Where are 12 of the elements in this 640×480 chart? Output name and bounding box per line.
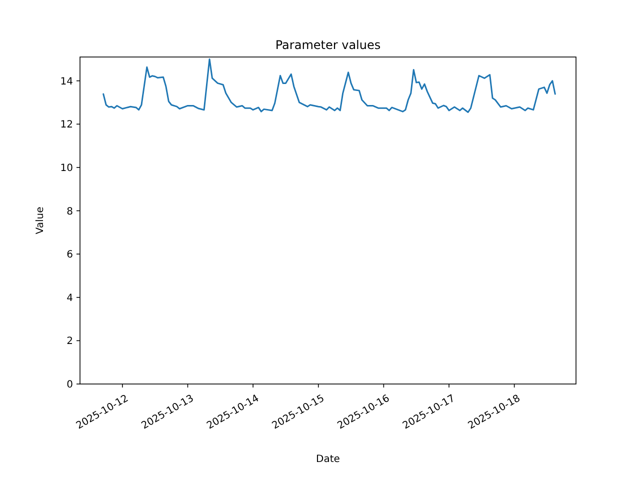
y-tick-label: 12	[60, 120, 73, 131]
chart-title: Parameter values	[275, 38, 381, 52]
y-tick-label: 8	[66, 206, 73, 218]
y-tick-label: 14	[60, 76, 73, 88]
y-tick-label: 4	[66, 292, 73, 304]
line-series	[102, 58, 556, 113]
y-tick-label: 0	[66, 380, 73, 390]
y-axis-title: Value	[35, 206, 46, 234]
x-axis-title: Date	[316, 454, 340, 465]
y-tick-label: 6	[66, 250, 73, 261]
y-tick-label: 10	[60, 162, 73, 174]
y-tick-label: 2	[66, 336, 73, 348]
